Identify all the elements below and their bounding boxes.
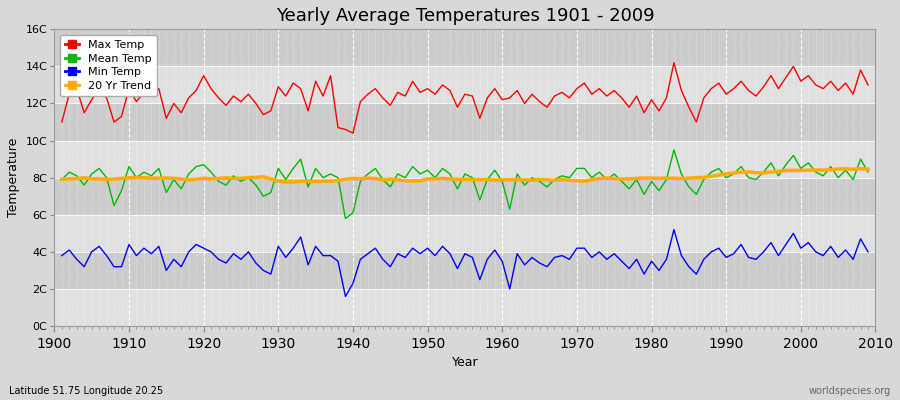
X-axis label: Year: Year [452,356,478,369]
Y-axis label: Temperature: Temperature [7,138,20,217]
Bar [54,178,876,215]
Text: worldspecies.org: worldspecies.org [809,386,891,396]
Bar [54,66,876,104]
Bar [54,215,876,252]
Bar [54,29,876,66]
Bar [54,140,876,178]
Legend: Max Temp, Mean Temp, Min Temp, 20 Yr Trend: Max Temp, Mean Temp, Min Temp, 20 Yr Tre… [60,35,157,96]
Title: Yearly Average Temperatures 1901 - 2009: Yearly Average Temperatures 1901 - 2009 [275,7,654,25]
Text: Latitude 51.75 Longitude 20.25: Latitude 51.75 Longitude 20.25 [9,386,163,396]
Bar [54,289,876,326]
Bar [54,104,876,140]
Bar [54,252,876,289]
